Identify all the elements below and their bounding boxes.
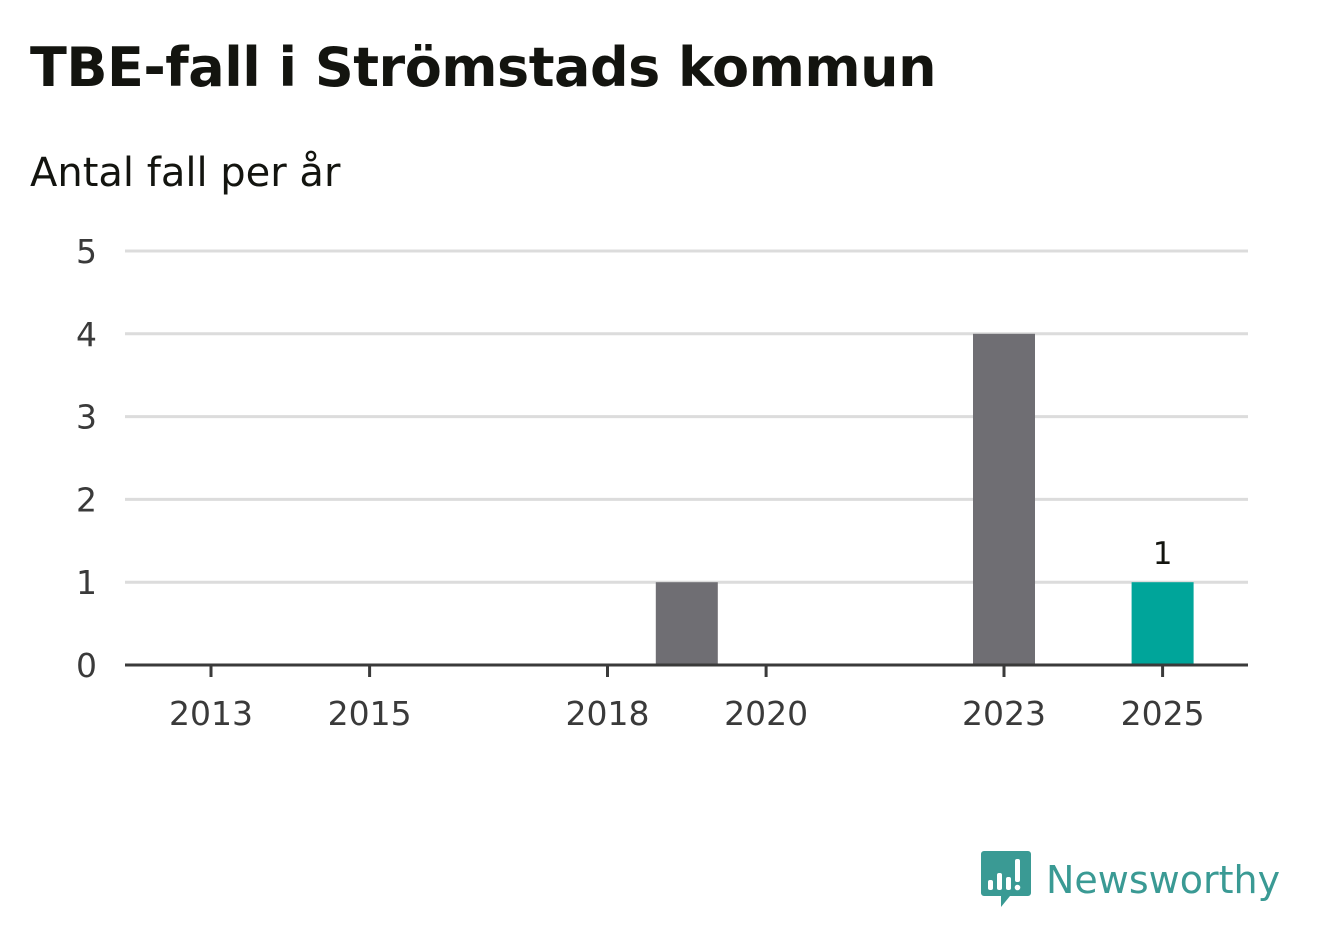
y-tick-label-2: 2 xyxy=(76,480,97,519)
y-tick-label-1: 1 xyxy=(76,563,97,602)
chart-title: TBE-fall i Strömstads kommun xyxy=(30,36,937,99)
data-label-2025: 1 xyxy=(1153,536,1173,572)
x-tick-label-2023: 2023 xyxy=(962,694,1046,733)
newsworthy-bar-chart-icon xyxy=(981,851,1031,907)
gridlines xyxy=(125,249,1248,584)
brand-name: Newsworthy xyxy=(1046,858,1281,902)
x-tick-label-2018: 2018 xyxy=(566,694,650,733)
bar-2023 xyxy=(973,333,1035,665)
x-tick-label-2015: 2015 xyxy=(328,694,412,733)
labels: 0 1 2 3 4 5 2013 2015 2018 2020 2023 2025 1 xyxy=(76,232,1205,733)
y-tick-label-4: 4 xyxy=(76,315,97,354)
x-tick-label-2025: 2025 xyxy=(1121,694,1205,733)
y-tick-label-0: 0 xyxy=(76,646,97,685)
bar-2025 xyxy=(1131,582,1194,665)
bars xyxy=(655,333,1194,665)
x-axis xyxy=(125,663,1248,677)
chart-subtitle: Antal fall per år xyxy=(30,150,341,196)
bar-2019 xyxy=(655,582,718,665)
brand-logo: Newsworthy xyxy=(980,848,1280,912)
y-tick-label-3: 3 xyxy=(76,398,97,437)
x-tick-label-2013: 2013 xyxy=(169,694,253,733)
x-tick-label-2020: 2020 xyxy=(724,694,808,733)
y-tick-label-5: 5 xyxy=(76,232,97,271)
